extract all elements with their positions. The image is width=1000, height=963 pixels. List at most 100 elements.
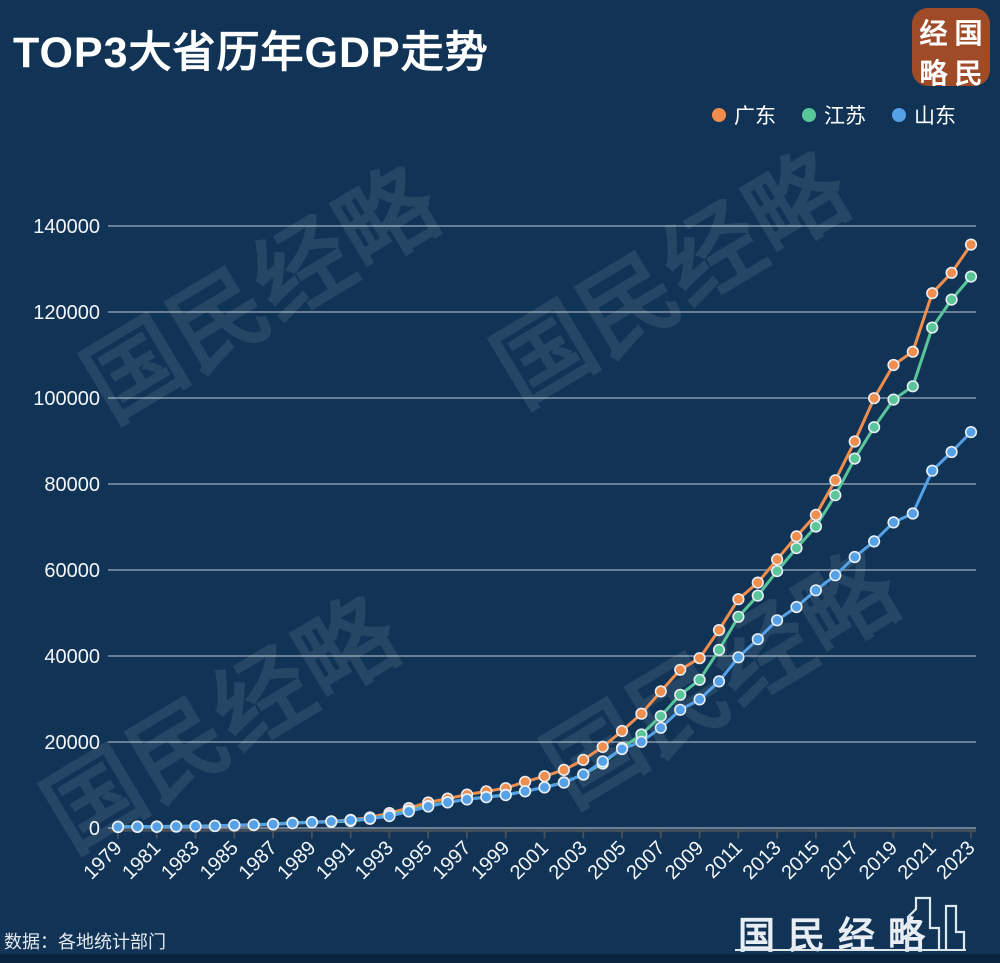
x-axis-label: 2005: [584, 837, 631, 884]
data-point: [460, 793, 474, 806]
data-point: [945, 445, 958, 459]
data-point: [674, 703, 687, 716]
city-skyline-icon: [906, 896, 966, 951]
data-point: [111, 820, 125, 834]
data-point: [654, 685, 667, 698]
data-point: [887, 393, 900, 406]
data-point: [577, 753, 590, 767]
chart-legend: 广东 江苏 山东: [712, 100, 956, 130]
legend-dot-icon: [802, 108, 816, 122]
x-axis-label: 1981: [118, 837, 165, 884]
data-point: [751, 576, 764, 589]
bottom-strip: [0, 954, 1000, 963]
data-point: [732, 593, 745, 606]
x-axis-label: 1995: [390, 837, 437, 884]
data-point: [887, 516, 900, 529]
data-point: [325, 815, 338, 828]
data-point: [732, 610, 745, 623]
legend-item-jiangsu: 江苏: [802, 100, 866, 130]
data-point: [247, 818, 260, 832]
x-axis-label: 2009: [661, 837, 708, 884]
series-line: [117, 275, 973, 829]
data-point: [305, 815, 319, 829]
data-point: [286, 816, 299, 830]
legend-dot-icon: [712, 108, 726, 122]
x-axis-label: 1999: [467, 837, 514, 884]
data-point: [228, 819, 241, 832]
data-point: [111, 820, 125, 834]
data-point: [286, 816, 299, 829]
data-point: [577, 768, 590, 781]
data-point: [305, 816, 319, 829]
data-point: [325, 815, 338, 829]
data-point: [441, 792, 454, 805]
watermark-text: 国民经略: [24, 574, 419, 874]
data-point: [518, 775, 532, 788]
data-point: [615, 724, 629, 738]
data-point: [906, 507, 919, 520]
data-point: [422, 800, 435, 813]
data-point: [189, 820, 202, 833]
badge-char: 经: [919, 17, 948, 50]
data-point: [770, 614, 784, 627]
watermark-text: 国民经略: [524, 529, 919, 829]
data-point: [654, 721, 667, 734]
data-point: [751, 589, 764, 602]
data-point: [208, 819, 221, 832]
data-point: [926, 287, 939, 300]
data-point: [712, 643, 726, 657]
data-point: [189, 820, 202, 833]
badge-char: 略: [919, 57, 948, 90]
data-point: [208, 819, 221, 833]
data-point: [228, 819, 241, 832]
data-point: [402, 801, 415, 815]
series-line: [117, 431, 973, 829]
data-point: [344, 813, 357, 827]
data-point: [770, 553, 784, 566]
data-point: [809, 520, 823, 533]
data-point: [790, 541, 803, 555]
x-axis-label: 1997: [428, 837, 475, 884]
data-point: [964, 238, 978, 251]
data-point: [557, 776, 571, 789]
data-point: [809, 508, 823, 522]
data-point: [460, 793, 474, 806]
data-point: [402, 805, 415, 818]
data-point: [460, 788, 474, 801]
y-axis-label: 60000: [44, 560, 100, 582]
data-point: [131, 820, 144, 833]
data-point: [829, 474, 842, 487]
data-point: [131, 820, 144, 834]
legend-label: 广东: [734, 105, 776, 128]
data-point: [964, 270, 978, 283]
data-point: [383, 809, 396, 823]
data-point: [383, 806, 396, 820]
data-point: [848, 550, 861, 564]
data-point: [848, 435, 861, 448]
data-point: [848, 452, 861, 465]
data-point: [344, 814, 357, 828]
data-source-note: 数据：各地统计部门: [4, 932, 166, 952]
data-point: [596, 755, 609, 768]
data-point: [867, 421, 881, 434]
data-point: [208, 819, 221, 833]
data-point: [712, 675, 726, 688]
x-axis-label: 1991: [312, 837, 359, 884]
x-axis-label: 1993: [351, 837, 398, 884]
data-point: [111, 820, 125, 833]
legend-item-shandong: 山东: [892, 100, 956, 130]
data-point: [150, 820, 163, 833]
data-point: [344, 814, 357, 827]
data-point: [363, 812, 377, 825]
x-axis-label: 1983: [157, 837, 204, 884]
data-point: [480, 785, 493, 798]
data-point: [693, 693, 706, 706]
data-point: [674, 663, 687, 676]
x-axis-label: 1987: [235, 837, 282, 884]
data-point: [557, 776, 571, 789]
data-point: [926, 464, 939, 477]
y-axis-label: 120000: [33, 302, 100, 324]
series-line: [117, 243, 973, 829]
